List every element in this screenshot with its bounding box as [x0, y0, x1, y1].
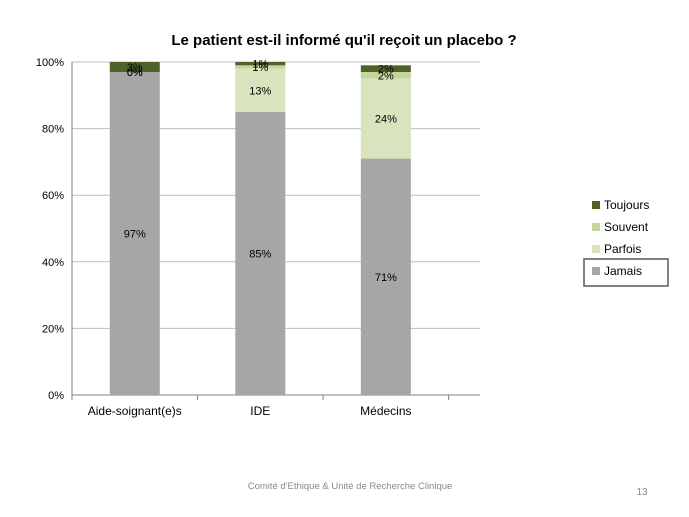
legend-swatch [592, 245, 600, 253]
y-tick-label: 40% [42, 257, 64, 269]
legend: Toujours Souvent Parfois Jamais [583, 198, 669, 287]
data-label: 2% [378, 70, 394, 82]
legend-entry: Toujours [604, 198, 649, 212]
bar-segment [235, 111, 286, 395]
data-label: 97% [124, 228, 146, 240]
bar-segment [360, 65, 411, 72]
bars [109, 62, 411, 396]
data-label: 71% [375, 272, 397, 284]
y-tick-label: 0% [48, 390, 64, 402]
legend-entry: Parfois [604, 242, 641, 256]
x-category-label: Aide-soignant(e)s [88, 404, 182, 418]
data-label: 85% [249, 248, 271, 260]
data-label: 1% [252, 59, 268, 71]
bar-segment [235, 62, 286, 66]
legend-highlight-box [583, 258, 669, 287]
x-category-label: Médecins [360, 404, 411, 418]
data-label: 3% [127, 62, 143, 74]
data-label: 0% [127, 67, 143, 79]
footer-text: Comité d'Ethique & Unité de Recherche Cl… [247, 481, 453, 492]
bar-segment [360, 71, 411, 79]
bar-segment [109, 62, 160, 72]
y-tick-label: 100% [36, 57, 64, 69]
legend-swatch [592, 223, 600, 231]
bar-segment [360, 78, 411, 159]
page-number: 13 [636, 487, 648, 498]
legend-entry: Souvent [604, 220, 649, 234]
data-labels: 97%0%0%3%85%13%1%1%71%24%2%2% [124, 59, 397, 284]
legend-swatch [592, 201, 600, 209]
legend-entry: Jamais [604, 264, 642, 278]
chart-title: Le patient est-il informé qu'il reçoit u… [171, 32, 516, 49]
x-category-label: IDE [250, 404, 270, 418]
data-label: 13% [249, 85, 271, 97]
bar-segment [360, 158, 411, 395]
y-tick-label: 60% [42, 190, 64, 202]
data-label: 0% [127, 67, 143, 79]
y-tick-label: 80% [42, 124, 64, 136]
data-label: 1% [252, 62, 268, 74]
bar-segment [109, 71, 160, 396]
data-label: 24% [375, 114, 397, 126]
bar-segment [235, 68, 286, 112]
data-label: 2% [378, 64, 394, 76]
y-tick-label: 20% [42, 323, 64, 335]
bar-segment [235, 65, 286, 69]
legend-swatch [592, 267, 600, 275]
